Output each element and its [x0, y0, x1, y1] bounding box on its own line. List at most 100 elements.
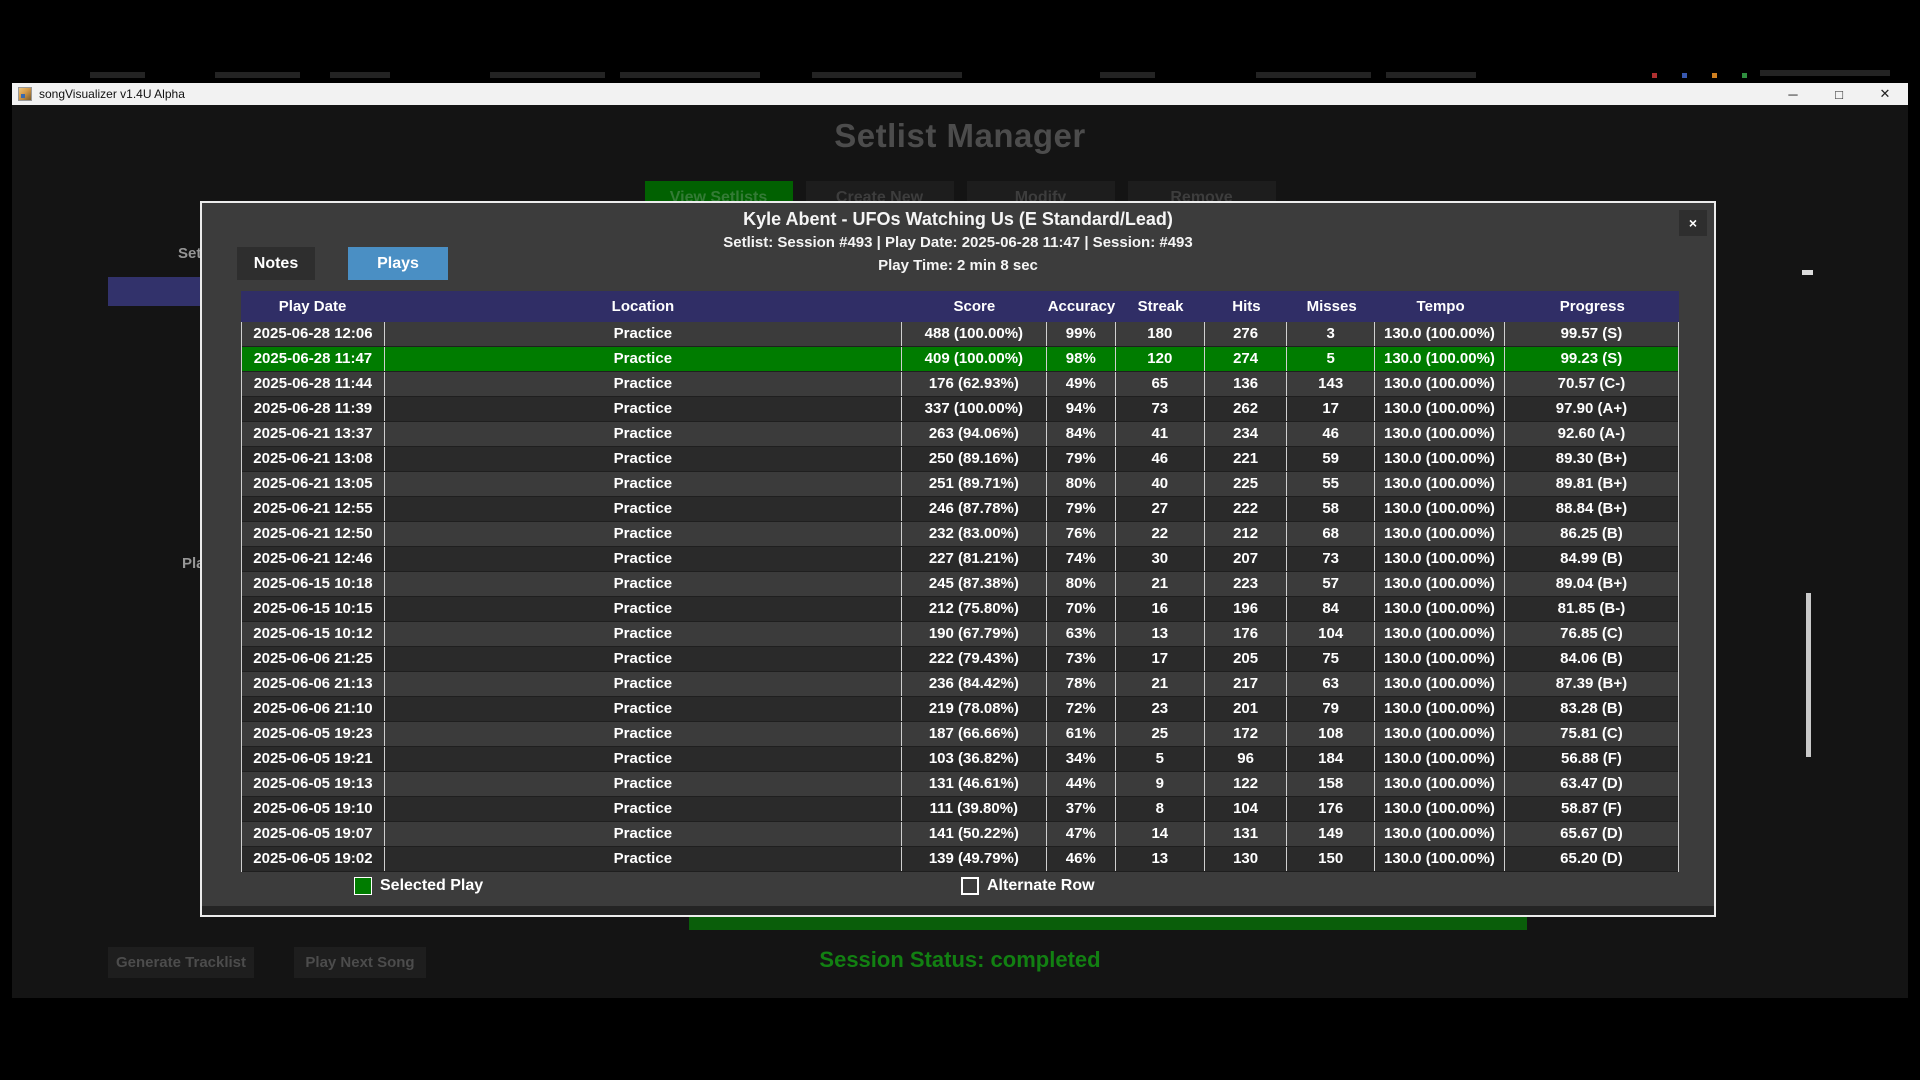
- table-cell: Practice: [385, 772, 902, 796]
- table-row[interactable]: 2025-06-05 19:23 Practice 187 (66.66%) 61% 2…: [242, 722, 1678, 747]
- table-cell: Practice: [385, 372, 902, 396]
- plays-table: Play Date Location Score Accuracy Streak Hits…: [241, 291, 1679, 872]
- window-titlebar[interactable]: songVisualizer v1.4U Alpha ─ □ ✕: [12, 83, 1908, 105]
- table-cell: 251 (89.71%): [902, 472, 1047, 496]
- table-cell: 75.81 (C): [1560, 725, 1623, 742]
- table-row[interactable]: 2025-06-05 19:10 Practice 111 (39.80%) 37% 8…: [242, 797, 1678, 822]
- table-cell: 21: [1116, 672, 1205, 696]
- table-cell: 150: [1287, 847, 1375, 871]
- scrollbar-mark: [1802, 270, 1813, 275]
- column-header[interactable]: Progress: [1559, 298, 1625, 315]
- table-row[interactable]: 2025-06-06 21:13 Practice 236 (84.42%) 78% 2…: [242, 672, 1678, 697]
- table-cell: 130: [1205, 847, 1288, 871]
- table-cell: 96: [1205, 747, 1288, 771]
- table-cell: 201: [1205, 697, 1288, 721]
- table-cell: 2025-06-06 21:10: [242, 697, 385, 721]
- table-cell: 70.57 (C-): [1557, 375, 1626, 392]
- table-row[interactable]: 2025-06-21 12:55 Practice 246 (87.78%) 79% 2…: [242, 497, 1678, 522]
- table-cell: 76.85 (C): [1560, 625, 1623, 642]
- table-cell: 70%: [1047, 597, 1116, 621]
- tab-notes[interactable]: Notes: [237, 247, 315, 280]
- table-cell: 222 (79.43%): [902, 647, 1047, 671]
- tab-plays[interactable]: Plays: [348, 247, 448, 280]
- table-row[interactable]: 2025-06-06 21:25 Practice 222 (79.43%) 73% 1…: [242, 647, 1678, 672]
- table-cell: 222: [1205, 497, 1288, 521]
- table-cell: 99.57 (S): [1560, 325, 1623, 342]
- table-cell: 17: [1116, 647, 1205, 671]
- table-cell: 130.0 (100.00%): [1375, 697, 1505, 721]
- session-status-text: Session Status: completed: [819, 947, 1101, 972]
- table-cell: 276: [1205, 322, 1288, 346]
- table-cell: 89.81 (B+): [1555, 475, 1628, 492]
- table-cell: 2025-06-06 21:25: [242, 647, 385, 671]
- desktop-artifact: [90, 72, 145, 78]
- table-cell: 143: [1287, 372, 1375, 396]
- generate-tracklist-button[interactable]: Generate Tracklist: [108, 947, 254, 978]
- table-row[interactable]: 2025-06-28 11:39 Practice 337 (100.00%) 94%…: [242, 397, 1678, 422]
- column-header[interactable]: Score: [953, 298, 996, 315]
- table-row[interactable]: 2025-06-05 19:02 Practice 139 (49.79%) 46% 1…: [242, 847, 1678, 872]
- background-scrollbar[interactable]: [1806, 593, 1811, 757]
- table-cell: 84%: [1047, 422, 1116, 446]
- column-header[interactable]: Streak: [1137, 298, 1184, 315]
- table-row[interactable]: 2025-06-15 10:12 Practice 190 (67.79%) 63% 1…: [242, 622, 1678, 647]
- column-header[interactable]: Tempo: [1416, 298, 1465, 315]
- table-cell: 46: [1287, 422, 1375, 446]
- table-row[interactable]: 2025-06-05 19:21 Practice 103 (36.82%) 34% 5…: [242, 747, 1678, 772]
- table-cell: 2025-06-05 19:07: [242, 822, 385, 846]
- table-cell: 130.0 (100.00%): [1375, 672, 1505, 696]
- minimize-icon[interactable]: ─: [1788, 86, 1798, 102]
- table-cell: 79: [1287, 697, 1375, 721]
- table-row[interactable]: 2025-06-21 12:46 Practice 227 (81.21%) 74% 3…: [242, 547, 1678, 572]
- table-cell: Practice: [385, 497, 902, 521]
- table-cell: Practice: [385, 347, 902, 371]
- table-cell: 13: [1116, 622, 1205, 646]
- table-cell: 130.0 (100.00%): [1375, 747, 1505, 771]
- table-legend: Selected Play Alternate Row: [241, 877, 1679, 902]
- table-row[interactable]: 2025-06-28 12:06 Practice 488 (100.00%) 99%…: [242, 322, 1678, 347]
- table-cell: 219 (78.08%): [902, 697, 1047, 721]
- table-cell: 130.0 (100.00%): [1375, 797, 1505, 821]
- table-cell: 130.0 (100.00%): [1375, 572, 1505, 596]
- table-row[interactable]: 2025-06-05 19:13 Practice 131 (46.61%) 44% 9…: [242, 772, 1678, 797]
- table-row[interactable]: 2025-06-28 11:44 Practice 176 (62.93%) 49% 6…: [242, 372, 1678, 397]
- table-row[interactable]: 2025-06-21 12:50 Practice 232 (83.00%) 76% 2…: [242, 522, 1678, 547]
- table-cell: 176: [1205, 622, 1288, 646]
- close-icon[interactable]: ✕: [1879, 86, 1891, 101]
- table-cell: 89.04 (B+): [1555, 575, 1628, 592]
- dialog-close-button[interactable]: ×: [1679, 210, 1707, 236]
- table-row-selected[interactable]: 2025-06-28 11:47 Practice 409 (100.00%) 98%…: [242, 347, 1678, 372]
- table-cell: 80%: [1047, 572, 1116, 596]
- table-row[interactable]: 2025-06-15 10:18 Practice 245 (87.38%) 80% 2…: [242, 572, 1678, 597]
- table-cell: 262: [1205, 397, 1288, 421]
- plays-table-body: 2025-06-28 12:06 Practice 488 (100.00%) 99%…: [241, 322, 1679, 872]
- column-header[interactable]: Misses: [1306, 298, 1357, 315]
- table-row[interactable]: 2025-06-06 21:10 Practice 219 (78.08%) 72% 2…: [242, 697, 1678, 722]
- table-cell: 263 (94.06%): [902, 422, 1047, 446]
- table-cell: 2025-06-28 11:44: [242, 372, 385, 396]
- table-cell: 3: [1287, 322, 1375, 346]
- play-next-song-button[interactable]: Play Next Song: [294, 947, 426, 978]
- table-cell: 149: [1287, 822, 1375, 846]
- column-header[interactable]: Location: [611, 298, 675, 315]
- dialog-tabs: Notes Plays: [237, 247, 448, 280]
- table-cell: Practice: [385, 397, 902, 421]
- column-header[interactable]: Accuracy: [1047, 298, 1116, 315]
- table-row[interactable]: 2025-06-21 13:05 Practice 251 (89.71%) 80% 4…: [242, 472, 1678, 497]
- alternate-row-checkbox[interactable]: [961, 877, 979, 895]
- selected-play-swatch[interactable]: [354, 877, 372, 895]
- table-cell: 246 (87.78%): [902, 497, 1047, 521]
- table-cell: 130.0 (100.00%): [1375, 822, 1505, 846]
- table-cell: 61%: [1047, 722, 1116, 746]
- column-header[interactable]: Play Date: [278, 298, 347, 315]
- maximize-icon[interactable]: □: [1835, 86, 1843, 102]
- table-cell: Practice: [385, 697, 902, 721]
- table-row[interactable]: 2025-06-05 19:07 Practice 141 (50.22%) 47% 1…: [242, 822, 1678, 847]
- table-cell: 23: [1116, 697, 1205, 721]
- column-header[interactable]: Hits: [1232, 298, 1261, 315]
- table-row[interactable]: 2025-06-21 13:08 Practice 250 (89.16%) 79% 4…: [242, 447, 1678, 472]
- table-cell: 92.60 (A-): [1557, 425, 1626, 442]
- table-row[interactable]: 2025-06-15 10:15 Practice 212 (75.80%) 70% 1…: [242, 597, 1678, 622]
- table-row[interactable]: 2025-06-21 13:37 Practice 263 (94.06%) 84% 4…: [242, 422, 1678, 447]
